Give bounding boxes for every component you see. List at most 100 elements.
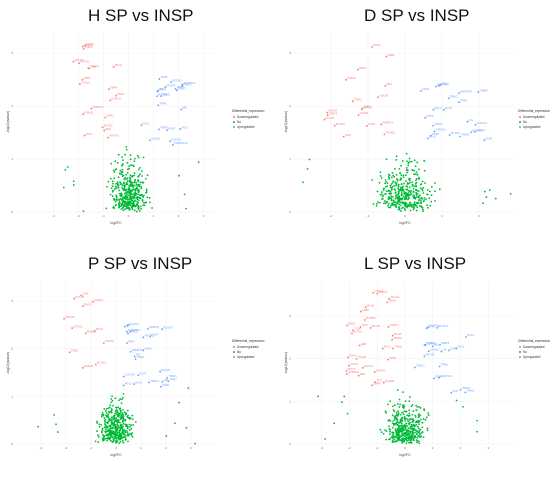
point-no	[408, 430, 410, 433]
point-no	[132, 165, 135, 168]
point-down	[68, 351, 71, 354]
point-down	[391, 347, 394, 350]
point-no	[382, 432, 385, 435]
x-tick-label: -1	[376, 446, 379, 450]
point-no	[140, 207, 142, 210]
point-no	[149, 201, 151, 204]
x-axis-label: log2FC	[399, 453, 411, 457]
point-no	[116, 411, 118, 414]
point-no	[393, 418, 396, 421]
point-no	[140, 170, 143, 173]
point-no	[117, 186, 120, 189]
label-up: MYH7	[168, 126, 176, 130]
y-axis-label: -log10(pvalue)	[6, 111, 10, 133]
point-no	[397, 433, 400, 436]
point-no	[109, 428, 111, 431]
volcano-panel-0: -3 -2 -1 0 1 2 3 0 1 2 3 log2FC -log10(pvalue) PVALB A…	[6, 32, 265, 225]
point-no	[133, 174, 136, 177]
point-no	[394, 201, 397, 204]
point-no	[110, 187, 113, 190]
y-tick-label: 1	[289, 399, 291, 403]
point-no	[110, 410, 113, 413]
point-no	[422, 436, 425, 439]
label-down: ENO3	[359, 66, 367, 70]
point-no	[111, 195, 114, 198]
point-no	[402, 206, 404, 209]
point-no	[410, 203, 413, 206]
legend-swatch	[519, 346, 521, 348]
point-up	[156, 95, 158, 98]
point-no	[379, 171, 382, 174]
y-axis-label: -log10(pvalue)	[284, 352, 288, 374]
point-no	[418, 178, 421, 180]
label-up: CASQ2	[129, 330, 138, 334]
point-no	[397, 410, 399, 413]
point-no	[140, 187, 143, 190]
point-no	[123, 178, 126, 181]
point-down	[387, 326, 390, 328]
point-no	[397, 430, 400, 433]
point-down	[90, 107, 93, 110]
point-no	[421, 421, 424, 424]
point-no	[138, 194, 141, 197]
point-no	[126, 180, 129, 183]
point-no	[135, 181, 138, 184]
point-no	[114, 160, 117, 163]
point-no	[434, 199, 436, 202]
point-no	[82, 210, 85, 213]
point-no	[197, 161, 200, 164]
point-no	[382, 187, 385, 190]
point-no	[422, 186, 425, 189]
point-no	[398, 190, 400, 193]
point-no	[134, 193, 137, 196]
point-no	[420, 183, 423, 185]
point-no	[138, 167, 141, 169]
point-no	[127, 435, 130, 437]
point-no	[128, 423, 131, 426]
point-no	[417, 419, 420, 422]
label-down: ACTA1	[350, 362, 359, 366]
point-no	[127, 207, 130, 210]
point-up	[426, 326, 429, 329]
label-up: MYL2	[435, 106, 442, 110]
y-tick-label: 2	[11, 347, 13, 351]
point-no	[423, 169, 426, 172]
point-no	[408, 414, 411, 417]
point-no	[405, 429, 407, 431]
point-no	[407, 422, 410, 425]
point-no	[100, 415, 103, 418]
point-no	[408, 400, 411, 403]
point-no	[412, 208, 415, 211]
point-no	[403, 415, 406, 418]
point-up	[157, 90, 159, 92]
legend-swatch	[519, 351, 521, 353]
point-no	[394, 197, 397, 200]
point-up	[465, 336, 467, 338]
point-no	[427, 414, 430, 417]
point-no	[124, 423, 127, 426]
label-down: ENO3	[348, 322, 356, 326]
label-up: CD36	[162, 383, 169, 387]
point-no	[126, 171, 129, 174]
point-down	[81, 78, 84, 81]
point-down	[112, 66, 115, 68]
label-down: LDB3	[388, 53, 395, 57]
point-no	[122, 205, 125, 208]
point-no	[391, 422, 394, 425]
point-no	[141, 194, 143, 197]
point-no	[119, 432, 121, 435]
point-no	[414, 183, 417, 185]
point-no	[123, 203, 126, 206]
point-no	[120, 205, 123, 208]
point-no	[178, 174, 180, 177]
point-no	[122, 408, 124, 411]
point-no	[417, 414, 420, 417]
point-down	[351, 100, 354, 103]
legend-entry: Downregulated	[523, 115, 545, 119]
point-down	[82, 305, 84, 308]
label-up: LPL	[469, 118, 474, 122]
point-no	[421, 197, 424, 200]
point-down	[346, 324, 349, 327]
label-up: PDK4	[159, 87, 166, 91]
x-tick-label: 0	[404, 446, 406, 450]
